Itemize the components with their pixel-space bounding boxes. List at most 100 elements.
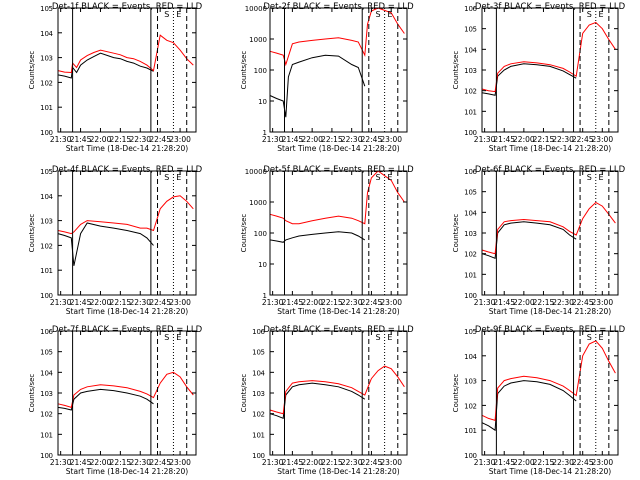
x-tick-label: 22:00 [90,458,112,467]
y-tick-label-base: 10 [40,349,49,357]
y-tick-label-base: 10 [464,427,473,435]
y-tick-label: 0 [473,292,477,300]
y-tick-label: 3 [473,378,477,386]
marker-letter-s: S [164,333,169,342]
x-axis-label: Start Time (18-Dec-14 21:28:20) [277,307,399,316]
x-tick-label: 23:00 [591,458,613,467]
x-tick-label: 22:45 [572,458,594,467]
x-tick-label: 22:45 [149,458,171,467]
y-tick-label: 4 [473,209,478,217]
panel-title: Det-2f BLACK = Events, RED = LLD [263,2,414,12]
y-tick-label: 1 [261,431,265,439]
y-tick-label-base: 10 [40,242,49,250]
marker-letter-s: S [164,173,169,182]
y-tick-label-base: 10 [252,431,261,439]
x-axis-label: Start Time (18-Dec-14 21:28:20) [489,144,611,153]
x-tick-label: 21:45 [282,298,304,307]
x-tick-label: 22:15 [533,298,555,307]
y-tick-label: 2 [473,402,477,410]
y-tick-label-base: 10 [464,67,473,75]
marker-letter-e: E [598,173,603,182]
x-tick-label: 22:00 [301,298,323,307]
series-line-red [269,170,405,225]
y-tick-label: 1 [263,129,267,137]
y-tick-label-base: 10 [464,328,473,336]
marker-letter-e: E [176,173,181,182]
y-tick-label-base: 10 [40,390,49,398]
y-tick-label-base: 10 [40,168,49,176]
marker-letter-e: E [598,333,603,342]
x-axis-label: Start Time (18-Dec-14 21:28:20) [277,144,399,153]
x-tick-label: 21:45 [282,135,304,144]
y-tick-label-base: 10 [40,292,49,300]
y-tick-label-base: 10 [464,251,473,259]
y-tick-label: 0 [261,452,265,460]
y-tick-label: 4 [473,353,478,361]
y-axis-label: Counts/sec [240,214,248,253]
y-tick-label-base: 10 [40,369,49,377]
marker-letter-s: S [587,173,592,182]
x-tick-label: 22:30 [341,135,363,144]
plot-frame [481,170,619,296]
y-tick-label-base: 10 [464,46,473,54]
x-tick-label: 22:30 [129,298,151,307]
series-line-red [57,34,194,74]
x-tick-label: 22:30 [552,458,574,467]
x-tick-label: 22:30 [129,135,151,144]
y-tick-label: 2 [49,411,53,419]
y-tick-label: 4 [49,193,54,201]
marker-letter-e: E [176,333,181,342]
y-tick-label: 1 [473,427,477,435]
x-axis-label: Start Time (18-Dec-14 21:28:20) [489,467,611,476]
y-tick-label-base: 10 [464,88,473,96]
series-line-black [269,54,366,118]
series-line-black [57,388,154,411]
y-axis-label: Counts/sec [452,214,460,253]
x-tick-label: 23:00 [169,458,191,467]
y-axis-label: Counts/sec [452,51,460,90]
y-tick-label-base: 10 [252,328,261,336]
series-line-black [269,231,366,243]
y-axis-label: Counts/sec [28,374,36,413]
y-axis-label: Counts/sec [452,374,460,413]
y-tick-label: 1 [49,431,53,439]
y-tick-label: 5 [49,168,53,176]
x-tick-label: 22:00 [301,458,323,467]
x-tick-label: 21:45 [70,458,92,467]
x-tick-label: 22:30 [552,298,574,307]
x-tick-label: 22:45 [361,298,383,307]
marker-letter-e: E [598,10,603,19]
x-tick-label: 22:15 [321,298,343,307]
x-tick-label: 22:30 [341,458,363,467]
y-tick-label: 4 [473,46,478,54]
x-tick-label: 21:45 [282,458,304,467]
y-tick-label: 3 [261,390,265,398]
y-tick-label-base: 10 [40,5,49,13]
x-tick-label: 22:00 [513,458,535,467]
series-line-red [57,371,194,409]
x-tick-label: 23:00 [380,298,402,307]
series-line-red [481,340,616,421]
y-tick-label-base: 10 [40,193,49,201]
x-tick-label: 21:30 [474,135,496,144]
y-tick-label: 1000 [249,36,267,44]
series-line-black [481,380,577,432]
y-tick-label: 1 [473,271,477,279]
plot-frame [269,170,408,296]
marker-letter-e: E [387,10,392,19]
marker-letter-e: E [387,173,392,182]
panel-title: Det-7f BLACK = Events, RED = LLD [52,325,203,335]
y-tick-label-base: 10 [464,271,473,279]
plot-frame [57,7,197,133]
y-tick-label: 2 [473,251,477,259]
y-tick-label: 1 [49,104,53,112]
panel-title: Det-5f BLACK = Events, RED = LLD [263,165,414,175]
y-tick-label-base: 10 [464,189,473,197]
marker-letter-e: E [387,333,392,342]
y-tick-label: 4 [49,369,54,377]
series-line-black [481,221,577,260]
